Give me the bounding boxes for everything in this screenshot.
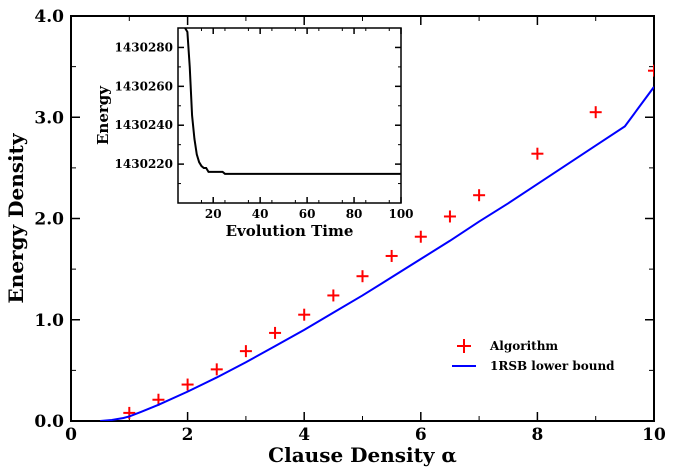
main-point-algorithm	[473, 189, 486, 202]
main-point-algorithm	[210, 363, 223, 376]
main-ytick-label: 2.0	[34, 210, 64, 230]
inset-ytick-label: 1430280	[115, 40, 173, 54]
main-xtick-label: 0	[65, 425, 77, 445]
inset-xtick-label: 80	[346, 207, 363, 221]
inset-ytick-label: 1430240	[115, 118, 173, 132]
main-xtick-label: 6	[415, 425, 427, 445]
main-point-algorithm	[531, 147, 544, 160]
main-xtick-label: 10	[642, 425, 666, 445]
main-point-algorithm	[269, 326, 282, 339]
legend-label-1rsb: 1RSB lower bound	[490, 359, 615, 373]
inset-ytick-label: 1430260	[115, 79, 173, 93]
legend: Algorithm 1RSB lower bound	[452, 339, 615, 373]
main-ytick-label: 0.0	[34, 412, 64, 432]
inset-ytick-label: 1430220	[115, 157, 173, 171]
main-point-algorithm	[239, 345, 252, 358]
inset-frame	[177, 27, 402, 204]
main-point-algorithm	[648, 64, 654, 77]
main-ytick-label: 1.0	[34, 311, 64, 331]
inset-y-axis-title: Energy	[94, 85, 112, 145]
main-point-algorithm	[298, 308, 311, 321]
inset-x-axis-title: Evolution Time	[226, 222, 354, 240]
legend-label-algorithm: Algorithm	[489, 339, 558, 353]
main-point-algorithm	[589, 106, 602, 119]
inset-xtick-label: 20	[205, 207, 222, 221]
inset-xtick-label: 60	[299, 207, 316, 221]
main-y-axis-title: Energy Density	[4, 132, 28, 303]
main-series-line-1rsb-lower-bound	[100, 86, 654, 421]
inset-xtick-label: 40	[252, 207, 269, 221]
inset-plot: 20 40 60 80 100 1430220 1430240 1430260 1430280 E…	[94, 27, 414, 240]
main-point-algorithm	[327, 289, 340, 302]
main-point-algorithm	[443, 210, 456, 223]
main-xtick-label: 8	[531, 425, 543, 445]
legend-item-1rsb: 1RSB lower bound	[452, 359, 615, 373]
main-point-algorithm	[181, 378, 194, 391]
main-x-axis-title: Clause Density α	[268, 443, 457, 467]
main-xtick-label: 2	[182, 425, 194, 445]
inset-series-line-series-0	[184, 28, 401, 175]
legend-item-algorithm: Algorithm	[457, 339, 558, 353]
main-plot: 0 2 4 6 8 10 0.0 1.0 2.0 3.0 4.0 Clause Density α En…	[4, 7, 666, 467]
main-ytick-label: 4.0	[34, 7, 64, 27]
main-point-algorithm	[414, 230, 427, 243]
main-ytick-label: 3.0	[34, 108, 64, 128]
main-xtick-label: 4	[298, 425, 310, 445]
main-point-algorithm	[385, 249, 398, 262]
inset-xtick-label: 100	[388, 207, 413, 221]
main-point-algorithm	[356, 270, 369, 283]
